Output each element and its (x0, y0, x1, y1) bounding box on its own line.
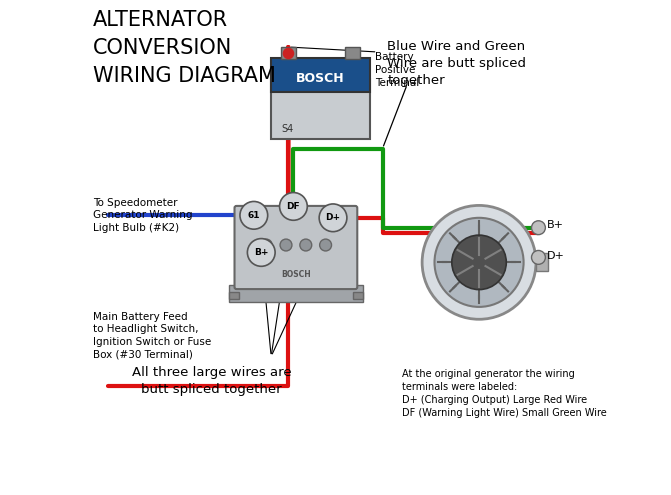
Circle shape (240, 201, 268, 229)
Text: B+: B+ (254, 248, 268, 257)
Circle shape (531, 250, 546, 264)
Circle shape (260, 239, 272, 251)
Circle shape (280, 193, 307, 220)
Circle shape (284, 49, 293, 58)
Bar (229, 292, 239, 299)
Circle shape (435, 218, 523, 307)
Bar (346, 47, 360, 59)
Text: BOSCH: BOSCH (297, 72, 345, 85)
Text: All three large wires are
butt spliced together: All three large wires are butt spliced t… (132, 366, 292, 396)
Text: Blue Wire and Green
Wire are butt spliced
together: Blue Wire and Green Wire are butt splice… (387, 40, 527, 87)
Circle shape (452, 235, 507, 290)
Text: 61: 61 (248, 211, 260, 220)
Bar (271, 79, 370, 139)
Text: To Speedometer
Generator Warning
Light Bulb (#K2): To Speedometer Generator Warning Light B… (93, 198, 193, 233)
Text: Main Battery Feed
to Headlight Switch,
Ignition Switch or Fuse
Box (#30 Terminal: Main Battery Feed to Headlight Switch, I… (93, 312, 211, 359)
Text: ALTERNATOR
CONVERSION
WIRING DIAGRAM: ALTERNATOR CONVERSION WIRING DIAGRAM (93, 10, 276, 86)
Text: DF: DF (287, 202, 300, 211)
Bar (271, 58, 370, 92)
Bar (229, 285, 363, 302)
Circle shape (531, 221, 546, 235)
Circle shape (248, 239, 275, 266)
Text: D+: D+ (325, 213, 341, 222)
Circle shape (422, 205, 536, 319)
Bar (281, 47, 296, 59)
Text: D+: D+ (547, 251, 565, 261)
Text: BOSCH: BOSCH (281, 270, 311, 279)
Text: S4: S4 (281, 124, 293, 134)
Text: At the original generator the wiring
terminals were labeled:
D+ (Charging Output: At the original generator the wiring ter… (403, 369, 607, 418)
FancyBboxPatch shape (235, 206, 357, 289)
Circle shape (319, 239, 331, 251)
Text: Battery
Positive
Terminal: Battery Positive Terminal (375, 52, 419, 88)
Text: B+: B+ (547, 220, 564, 230)
Circle shape (280, 239, 292, 251)
Bar (536, 253, 548, 271)
Circle shape (300, 239, 312, 251)
Bar (353, 292, 363, 299)
Circle shape (319, 204, 347, 232)
